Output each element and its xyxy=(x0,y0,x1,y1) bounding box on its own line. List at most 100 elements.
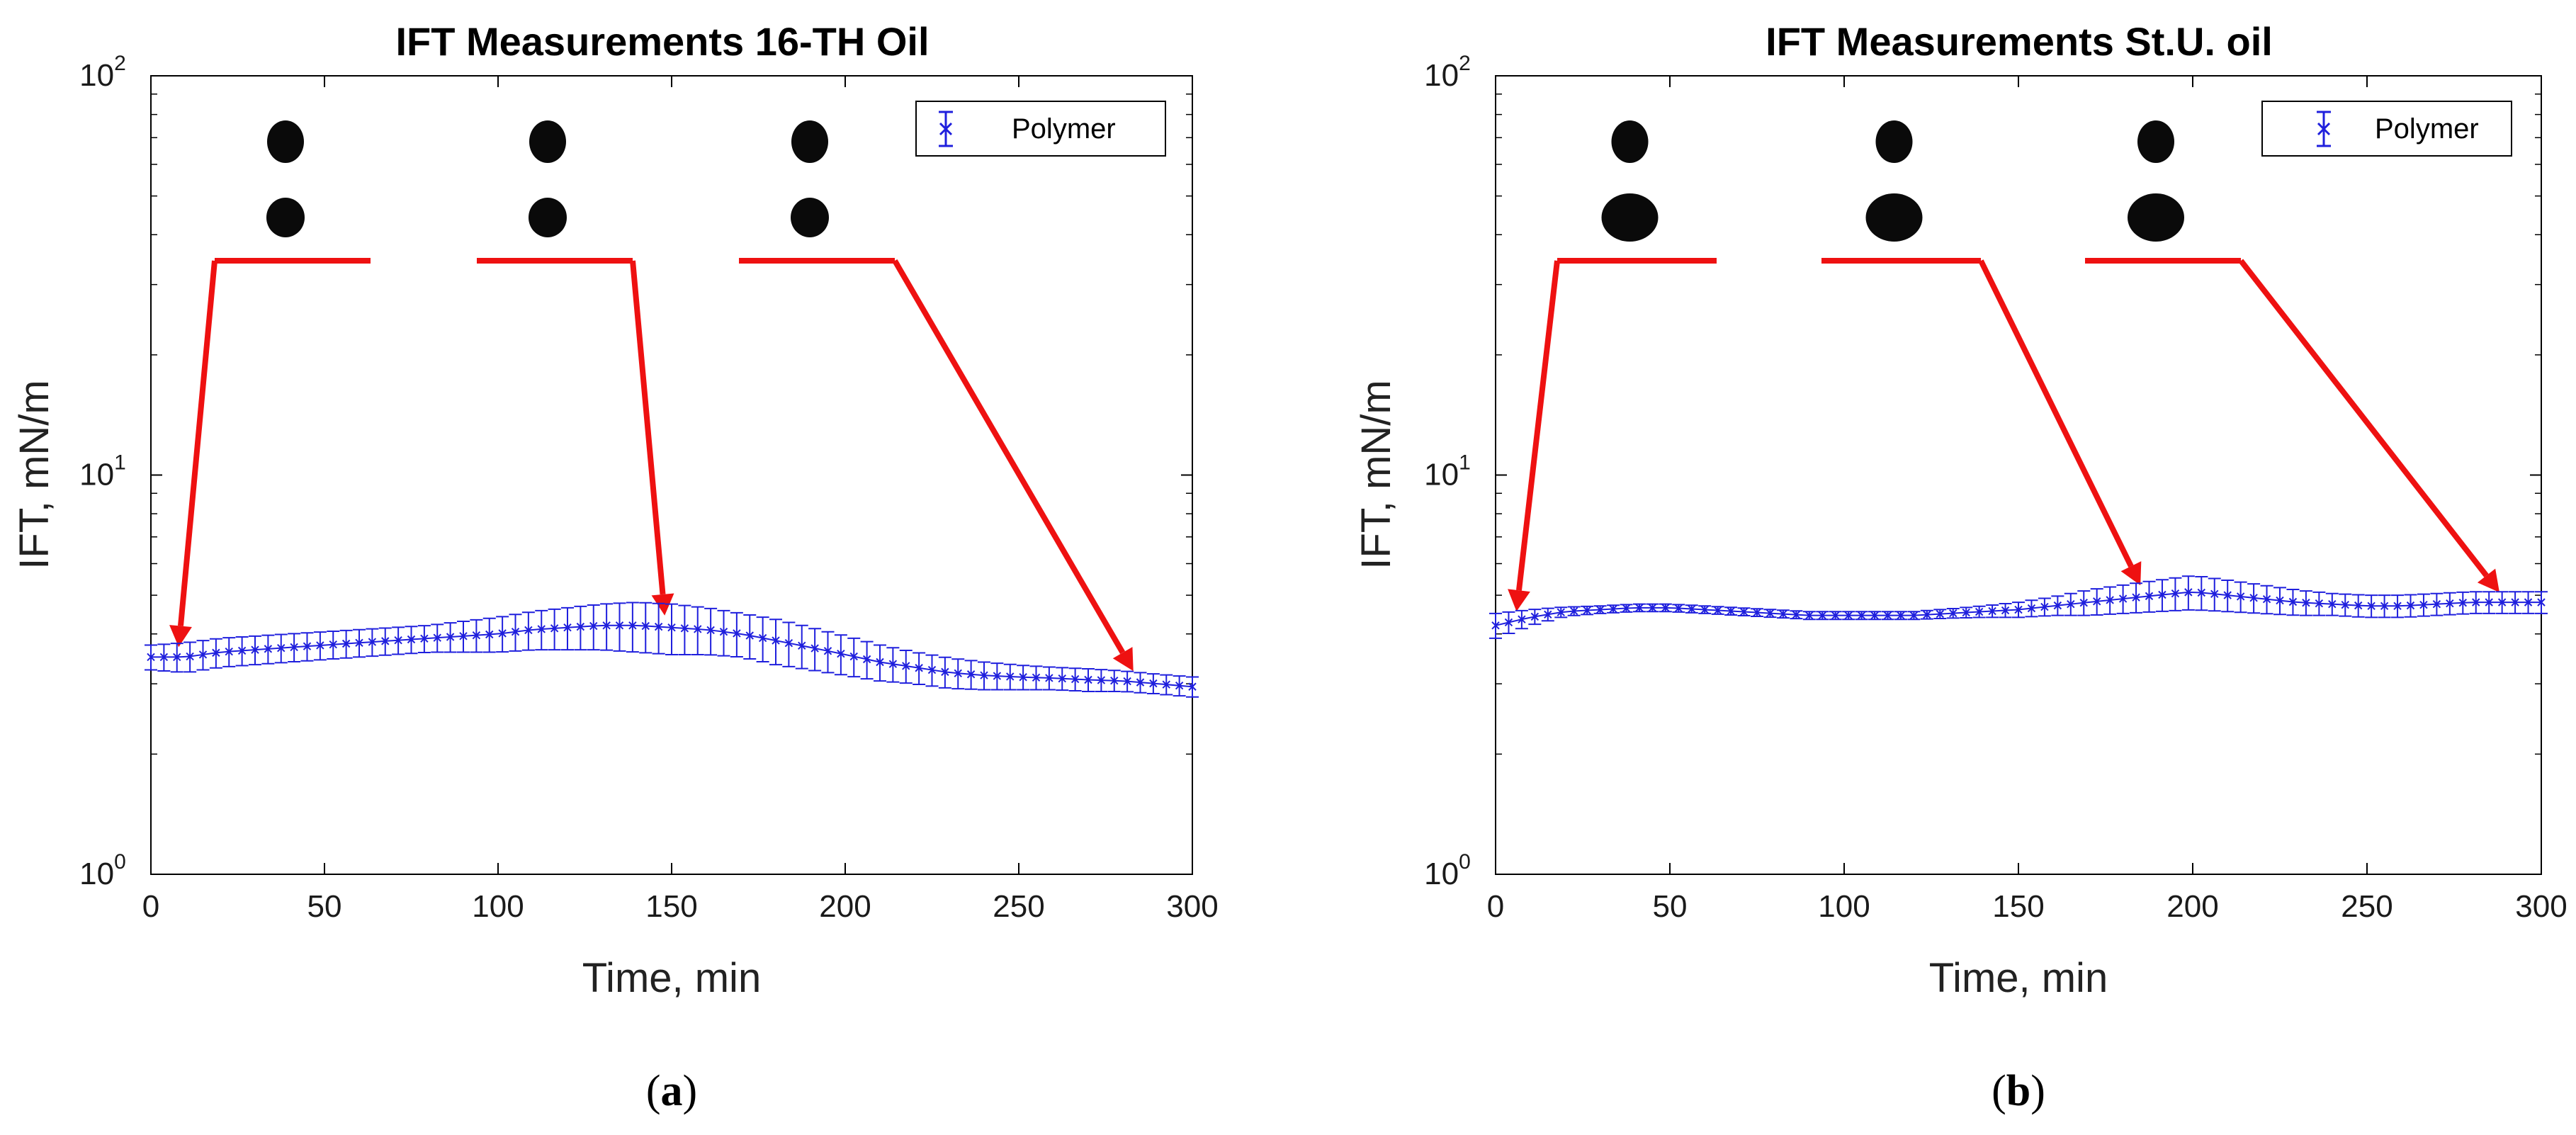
data-point xyxy=(1727,606,1735,616)
data-point xyxy=(2249,594,2258,602)
data-point xyxy=(876,657,884,667)
data-point xyxy=(2092,597,2101,606)
data-point xyxy=(537,625,546,633)
data-point xyxy=(2276,596,2284,605)
data-point xyxy=(1530,612,1540,621)
x-tick-label: 100 xyxy=(472,889,524,924)
droplet-top xyxy=(1875,120,1913,163)
data-point xyxy=(1988,606,1996,616)
x-tick-label: 100 xyxy=(1818,889,1870,924)
y-tick-label: 101 xyxy=(1424,451,1471,492)
data-point xyxy=(1084,675,1092,684)
data-point xyxy=(459,632,468,640)
droplet-bottom xyxy=(2128,193,2184,242)
legend-a: Polymer xyxy=(915,101,1166,157)
legend-label-b: Polymer xyxy=(2375,113,2479,145)
data-point xyxy=(902,662,910,670)
data-point xyxy=(966,670,976,679)
data-point xyxy=(798,641,806,650)
x-tick-label: 0 xyxy=(1487,889,1504,924)
data-point xyxy=(1162,680,1170,689)
data-point xyxy=(1700,605,1709,614)
x-tick-label: 0 xyxy=(142,889,159,924)
data-point xyxy=(1058,674,1066,683)
x-tick-label: 200 xyxy=(819,889,871,924)
data-point xyxy=(1975,607,1984,616)
annotation-arrow xyxy=(1516,260,1560,591)
data-point xyxy=(628,621,637,630)
data-point xyxy=(277,643,286,653)
plot-frame-a xyxy=(150,75,1193,875)
data-point xyxy=(589,621,598,631)
data-point xyxy=(733,629,741,638)
data-series-b xyxy=(1489,575,2548,639)
data-point xyxy=(1688,604,1696,614)
data-point xyxy=(381,637,390,645)
data-point xyxy=(641,621,650,631)
data-point xyxy=(927,665,937,674)
data-point xyxy=(472,631,481,640)
data-point xyxy=(602,621,611,630)
data-point xyxy=(212,648,220,657)
y-tick-label: 100 xyxy=(79,850,126,891)
data-point xyxy=(290,643,298,652)
data-point xyxy=(2184,588,2193,597)
data-point xyxy=(2458,599,2468,607)
data-point xyxy=(1557,608,1565,616)
data-point xyxy=(1070,674,1080,684)
y-tick-label: 101 xyxy=(79,451,126,492)
annotation-layer-a xyxy=(169,120,1134,672)
data-point xyxy=(706,626,715,635)
droplet-bottom xyxy=(791,198,829,237)
data-point xyxy=(576,622,585,631)
caption-a: (a) xyxy=(646,1067,697,1115)
legend-marker-b xyxy=(2317,122,2331,136)
data-point xyxy=(680,624,689,633)
data-point xyxy=(654,622,663,631)
data-point xyxy=(2511,598,2519,606)
data-point xyxy=(1595,605,1605,614)
data-point xyxy=(407,635,416,644)
legend-box-a xyxy=(915,101,1166,157)
data-point xyxy=(264,645,273,653)
data-point xyxy=(2524,598,2533,606)
data-point xyxy=(2341,600,2349,609)
annotation-arrowhead xyxy=(169,625,192,648)
x-axis-a: 0 50 100 150 200 250 300 xyxy=(142,76,1219,924)
data-point xyxy=(1149,679,1158,688)
data-point xyxy=(1753,608,1761,617)
data-point xyxy=(837,649,845,658)
data-point xyxy=(420,634,429,643)
data-point xyxy=(2485,598,2493,606)
legend-box-b xyxy=(2261,101,2512,157)
x-axis-b: 0 50 100 150 200 250 300 xyxy=(1487,76,2567,924)
data-point xyxy=(615,621,624,630)
x-axis-label-b: Time, min xyxy=(1929,955,2108,1001)
chart-title-b: IFT Measurements St.U. oil xyxy=(1766,19,2273,64)
y-tick-label: 102 xyxy=(1424,52,1471,93)
droplet-bottom xyxy=(529,198,567,237)
data-point xyxy=(198,650,208,659)
annotation-arrowhead xyxy=(1112,647,1134,672)
annotation-arrow xyxy=(1978,259,2134,568)
y-tick-label: 102 xyxy=(79,52,126,93)
data-point xyxy=(2302,599,2310,607)
data-point xyxy=(316,641,324,650)
droplet-top xyxy=(2137,120,2174,163)
data-point xyxy=(394,636,402,645)
caption-b: (b) xyxy=(1992,1067,2045,1115)
data-point xyxy=(186,652,194,661)
x-tick-label: 150 xyxy=(1992,889,2044,924)
data-point xyxy=(2014,605,2023,614)
data-point xyxy=(1674,604,1683,613)
droplet-top xyxy=(529,120,566,163)
x-tick-label: 200 xyxy=(2167,889,2218,924)
data-point xyxy=(2079,599,2088,607)
data-point xyxy=(888,660,898,668)
data-point xyxy=(980,671,988,679)
x-tick-label: 150 xyxy=(645,889,697,924)
y-tick-label: 100 xyxy=(1424,850,1471,891)
data-point xyxy=(2354,601,2363,610)
x-tick-label: 50 xyxy=(307,889,342,924)
